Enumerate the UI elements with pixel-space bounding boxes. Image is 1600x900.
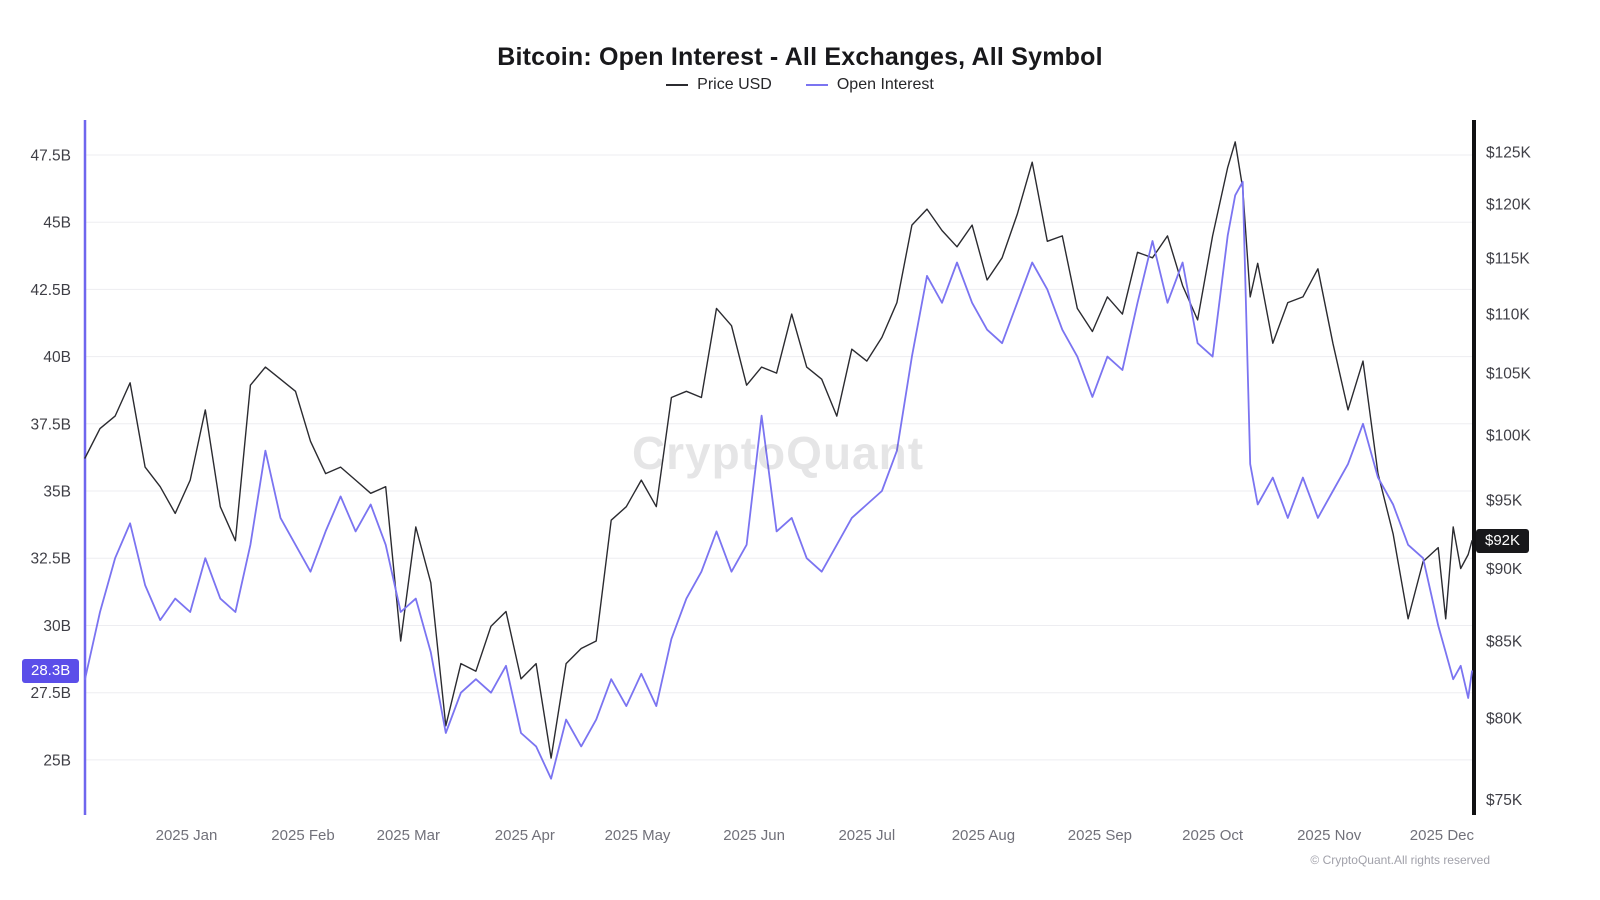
price-line-swatch <box>666 84 689 86</box>
x-axis-tick-label: 2025 Jan <box>156 827 218 844</box>
right-axis-tick-label: $120K <box>1486 196 1531 213</box>
open-interest-line <box>84 180 1473 780</box>
x-axis-tick-label: 2025 Mar <box>377 827 440 844</box>
right-axis-tick-label: $90K <box>1486 561 1523 578</box>
legend-item-price-usd[interactable]: Price USD <box>666 76 772 94</box>
x-axis-tick-label: 2025 May <box>605 827 671 844</box>
x-axis-tick-label: 2025 Oct <box>1182 827 1244 844</box>
left-axis-tick-label: 35B <box>43 484 71 501</box>
right-axis-tick-label: $85K <box>1486 634 1523 651</box>
price-line <box>84 141 1473 759</box>
x-axis-tick-label: 2025 Sep <box>1068 827 1132 844</box>
right-axis-tick-label: $115K <box>1486 250 1530 267</box>
left-axis-tick-label: 47.5B <box>30 148 71 165</box>
left-axis-tick-label: 40B <box>43 349 71 366</box>
left-axis-tick-label: 42.5B <box>30 282 71 299</box>
x-axis-tick-label: 2025 Aug <box>952 827 1015 844</box>
legend-label-open-interest: Open Interest <box>836 76 934 93</box>
right-axis-tick-label: $105K <box>1486 366 1531 383</box>
right-axis-tick-label: $75K <box>1486 792 1523 809</box>
x-axis-tick-label: 2025 Apr <box>495 827 555 844</box>
left-axis-tick-label: 32.5B <box>30 551 71 568</box>
open-interest-value-badge: 28.3B <box>22 659 80 684</box>
copyright: © CryptoQuant.All rights reserved <box>1310 853 1490 867</box>
left-axis-tick-label: 27.5B <box>30 685 71 702</box>
x-axis-tick-label: 2025 Jun <box>723 827 785 844</box>
x-axis-tick-label: 2025 Nov <box>1297 827 1362 844</box>
right-axis-tick-label: $110K <box>1486 307 1530 324</box>
left-axis-tick-label: 25B <box>43 752 71 769</box>
x-axis-tick-label: 2025 Feb <box>271 827 334 844</box>
left-axis-tick-label: 37.5B <box>30 416 71 433</box>
price-value-badge: $92K <box>1476 528 1530 553</box>
legend-item-open-interest[interactable]: Open Interest <box>805 76 934 94</box>
left-axis-tick-label: 30B <box>43 618 71 635</box>
right-axis-tick-label: $80K <box>1486 710 1523 727</box>
right-axis-tick-label: $125K <box>1486 145 1531 162</box>
open-interest-line-swatch <box>805 84 828 86</box>
x-axis-tick-label: 2025 Dec <box>1410 827 1475 844</box>
legend: Price USD Open Interest <box>0 76 1600 94</box>
legend-label-price-usd: Price USD <box>697 76 772 93</box>
x-axis-tick-label: 2025 Jul <box>838 827 895 844</box>
right-axis-tick-label: $100K <box>1486 428 1531 445</box>
left-axis-tick-label: 45B <box>43 215 71 232</box>
right-axis-tick-label: $95K <box>1486 493 1523 510</box>
chart-title: Bitcoin: Open Interest - All Exchanges, … <box>497 42 1103 71</box>
